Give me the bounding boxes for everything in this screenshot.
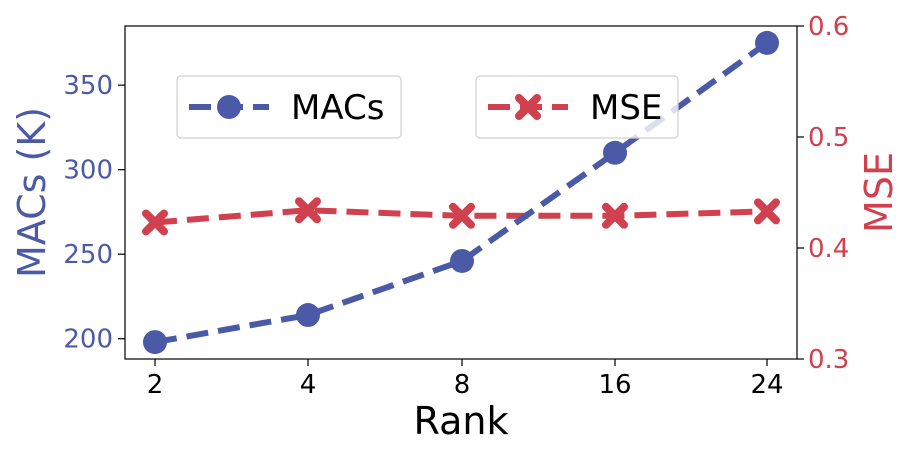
legend-label-macs: MACs xyxy=(291,88,384,128)
macs-point xyxy=(296,303,320,328)
left-tick-label: 350 xyxy=(63,71,113,101)
x-tick-label: 16 xyxy=(598,370,631,400)
legend-box-mse xyxy=(475,75,679,139)
legend-label-mse: MSE xyxy=(590,88,662,128)
x-tick-label: 4 xyxy=(300,370,317,400)
legend-marker-macs xyxy=(217,95,241,119)
x-axis-title: Rank xyxy=(414,399,509,443)
plot-area xyxy=(142,30,780,355)
mse-point xyxy=(602,202,628,229)
legend: MACs MSE xyxy=(176,75,679,139)
macs-point xyxy=(755,30,779,55)
right-tick-label: 0.5 xyxy=(808,123,849,153)
x-tick-label: 2 xyxy=(147,370,164,400)
left-tick-label: 250 xyxy=(63,240,113,270)
mse-point xyxy=(754,198,780,225)
macs-point xyxy=(450,248,474,273)
x-tick-label: 8 xyxy=(454,370,471,400)
right-tick-label: 0.4 xyxy=(808,234,849,264)
macs-point xyxy=(603,140,627,165)
plot-frame xyxy=(124,25,798,360)
series-line-macs xyxy=(154,40,769,346)
legend-marker-mse xyxy=(515,94,541,120)
macs-point xyxy=(143,330,167,355)
x-tick-label: 24 xyxy=(750,370,783,400)
mse-point xyxy=(142,209,168,236)
left-axis-title: MACs (K) xyxy=(10,107,54,278)
left-tick-label: 300 xyxy=(63,156,113,186)
left-tick-label: 200 xyxy=(63,325,113,355)
right-tick-label: 0.6 xyxy=(808,12,849,42)
right-tick-label: 0.3 xyxy=(808,345,849,375)
right-axis-title: MSE xyxy=(857,152,901,233)
mse-point xyxy=(295,197,321,224)
legend-box-macs xyxy=(176,75,402,139)
mse-point xyxy=(449,202,475,229)
